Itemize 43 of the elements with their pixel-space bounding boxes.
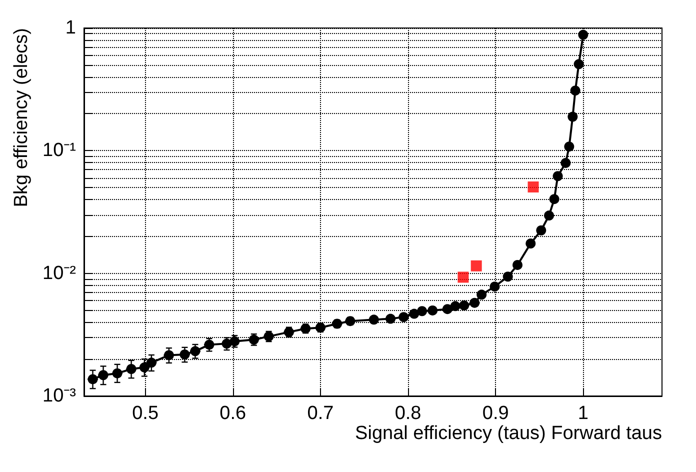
point [417, 306, 428, 316]
point [88, 374, 98, 384]
point [368, 314, 379, 325]
x-tick-label: 0.7 [307, 403, 334, 424]
point [190, 346, 200, 356]
point [574, 59, 584, 70]
point [470, 260, 482, 272]
point [526, 238, 536, 249]
point [564, 142, 574, 152]
point [536, 225, 546, 236]
y-tick-label: 1 [65, 18, 76, 38]
point [578, 30, 588, 40]
y-tick-label: 10⁻³ [42, 386, 76, 406]
point [512, 260, 522, 270]
point [98, 370, 108, 380]
point [560, 158, 571, 168]
point [146, 358, 156, 368]
y-tick-label: 10⁻² [42, 262, 76, 284]
y-axis-title: Bkg efficiency (elecs) [11, 28, 32, 208]
point [458, 272, 469, 283]
point [528, 181, 539, 192]
point [442, 304, 452, 314]
point [204, 340, 214, 350]
point [112, 368, 122, 378]
point [549, 194, 560, 204]
point [502, 272, 513, 282]
x-tick-label: 1 [578, 403, 588, 424]
point [164, 350, 174, 360]
x-tick-label: 0.6 [220, 403, 246, 424]
point [570, 86, 580, 96]
y-tick-label: 10⁻¹ [42, 140, 76, 162]
point [180, 349, 190, 360]
point [450, 301, 460, 312]
x-axis-title: Signal efficiency (taus) Forward taus [355, 423, 662, 444]
x-tick-label: 0.8 [394, 403, 422, 424]
point [568, 112, 578, 122]
x-tick-label: 0.9 [482, 403, 509, 424]
point [552, 171, 563, 182]
x-tick-label: 0.5 [132, 403, 159, 424]
point [476, 290, 487, 300]
point [544, 210, 554, 221]
point [490, 282, 500, 292]
point [428, 305, 438, 316]
